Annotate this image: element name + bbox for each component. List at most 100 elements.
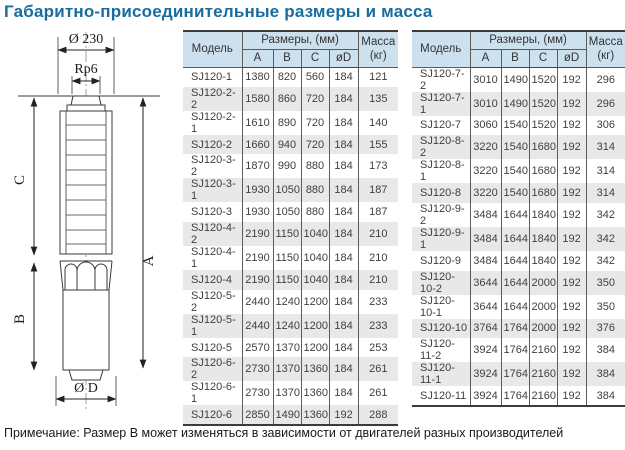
table-row: SJ120-9-2 3484 1644 1840 192 342 [412,202,625,227]
dimensions-table-1: Модель Размеры, (мм) Масса (кг) A B C øD… [183,30,399,427]
table-row: SJ120-8-2 3220 1540 1680 192 314 [412,135,625,160]
col-header-model: Модель [183,31,243,68]
value-cell: 192 [556,270,587,295]
value-cell: 1930 [241,178,274,203]
value-cell: 184 [328,289,359,314]
value-cell: 233 [357,289,399,314]
value-cell: 376 [585,318,625,339]
value-cell: 1150 [272,222,302,247]
value-cell: 192 [556,115,587,136]
value-cell: 2160 [528,386,558,406]
table-row: SJ120-8 3220 1540 1680 192 314 [412,183,625,203]
value-cell: 1490 [500,67,530,92]
value-cell: 940 [272,134,302,155]
value-cell: 296 [585,91,625,116]
value-cell: 184 [328,381,359,406]
model-cell: SJ120-8 [412,183,471,203]
value-cell: 720 [300,134,330,155]
pump-dimension-drawing: Ø 230 Rp6 [12,32,160,412]
motor-body [62,289,110,371]
value-cell: 210 [357,246,399,271]
table-row: SJ120-11-1 3924 1764 2160 192 384 [412,362,625,387]
thread-label: Rp6 [74,62,97,77]
value-cell: 1050 [272,202,302,223]
value-cell: 1764 [500,386,530,406]
value-cell: 1580 [241,86,274,111]
table-row: SJ120-9-1 3484 1644 1840 192 342 [412,226,625,251]
model-cell: SJ120-5-2 [183,289,243,314]
dimensions-table-2: Модель Размеры, (мм) Масса (кг) A B C øD… [412,30,625,407]
table-row: SJ120-6 2850 1490 1360 192 288 [183,405,399,426]
value-cell: 192 [556,386,587,406]
table-row: SJ120-3 1930 1050 880 184 187 [183,202,399,223]
value-cell: 1840 [528,250,558,271]
dim-a-label: A [141,255,157,266]
value-cell: 2190 [241,246,274,271]
model-cell: SJ120-6-1 [183,381,243,406]
value-cell: 135 [357,86,399,111]
value-cell: 820 [272,67,302,87]
model-cell: SJ120-2-1 [183,110,243,135]
model-cell: SJ120-4-2 [183,222,243,247]
value-cell: 1680 [528,183,558,203]
value-cell: 184 [328,270,359,290]
value-cell: 1360 [300,381,330,406]
value-cell: 1644 [500,270,530,295]
value-cell: 184 [328,178,359,203]
model-cell: SJ120-9-2 [412,202,471,227]
col-header-a: A [242,49,274,68]
value-cell: 1490 [272,405,302,426]
value-cell: 184 [328,110,359,135]
value-cell: 184 [328,246,359,271]
col-header-d: øD [328,49,359,68]
value-cell: 261 [357,357,399,382]
model-cell: SJ120-11 [412,386,471,406]
col-header-c: C [300,49,330,68]
value-cell: 192 [556,226,587,251]
value-cell: 192 [328,405,359,426]
value-cell: 1870 [241,154,274,179]
mass-header-line1: Масса [361,35,396,48]
value-cell: 3060 [469,115,502,136]
value-cell: 342 [585,202,625,227]
value-cell: 1150 [272,270,302,290]
value-cell: 3764 [469,318,502,339]
value-cell: 1610 [241,110,274,135]
value-cell: 342 [585,226,625,251]
value-cell: 184 [328,313,359,338]
model-cell: SJ120-11-2 [412,338,471,363]
value-cell: 173 [357,154,399,179]
value-cell: 1644 [500,250,530,271]
value-cell: 1240 [272,313,302,338]
table-row: SJ120-2 1660 940 720 184 155 [183,134,399,155]
model-cell: SJ120-7-2 [412,67,471,92]
model-cell: SJ120-9-1 [412,226,471,251]
model-cell: SJ120-10-1 [412,294,471,319]
value-cell: 233 [357,313,399,338]
table-row: SJ120-9 3484 1644 1840 192 342 [412,250,625,271]
model-cell: SJ120-5 [183,337,243,358]
table-row: SJ120-11 3924 1764 2160 192 384 [412,386,625,406]
model-cell: SJ120-3-2 [183,154,243,179]
value-cell: 1660 [241,134,274,155]
value-cell: 314 [585,183,625,203]
value-cell: 192 [556,318,587,339]
value-cell: 1360 [300,357,330,382]
value-cell: 880 [300,178,330,203]
table-row: SJ120-10-1 3644 1644 2000 192 350 [412,294,625,319]
table-row: SJ120-5 2570 1370 1200 184 253 [183,337,399,358]
table-row: SJ120-6-2 2730 1370 1360 184 261 [183,357,399,382]
value-cell: 184 [328,357,359,382]
value-cell: 184 [328,86,359,111]
table-row: SJ120-5-2 2440 1240 1200 184 233 [183,289,399,314]
footnote: Примечание: Размер B может изменяться в … [4,426,564,440]
model-cell: SJ120-4-1 [183,246,243,271]
model-cell: SJ120-4 [183,270,243,290]
value-cell: 342 [585,250,625,271]
col-header-c: C [528,49,558,68]
value-cell: 1540 [500,183,530,203]
value-cell: 384 [585,362,625,387]
value-cell: 1370 [272,381,302,406]
value-cell: 1644 [500,202,530,227]
